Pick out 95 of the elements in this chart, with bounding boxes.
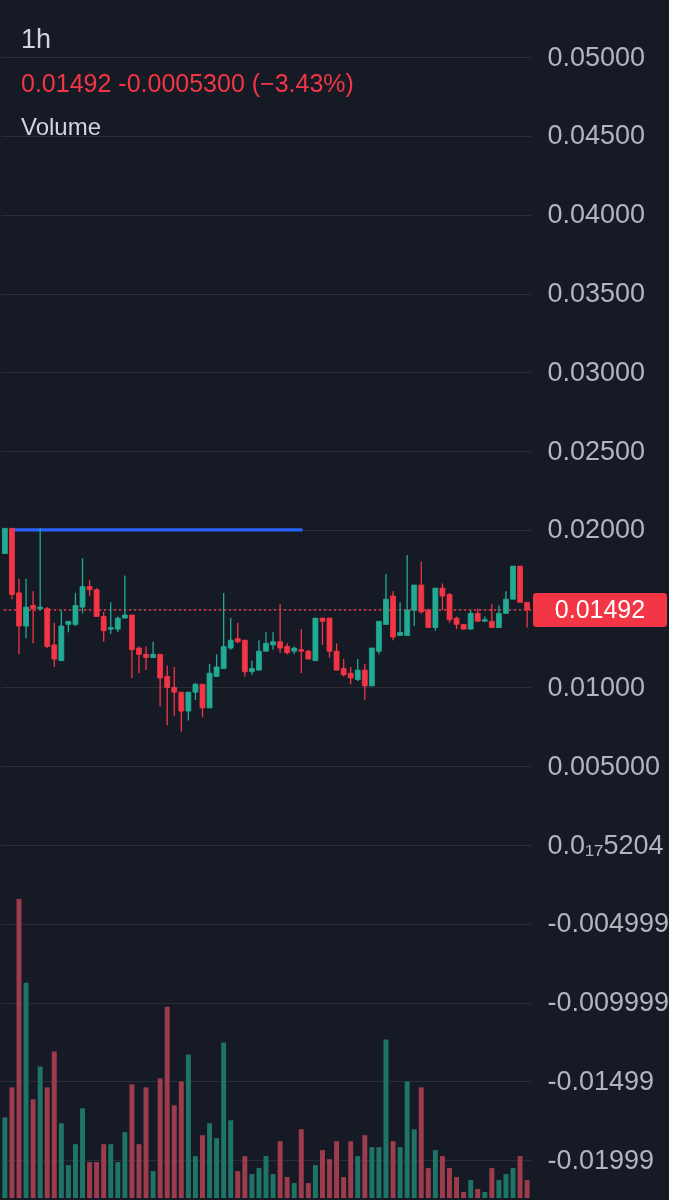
bar <box>432 1150 438 1198</box>
bar <box>115 1162 121 1198</box>
chart-title: Volume <box>21 113 102 140</box>
bar <box>136 1144 142 1198</box>
bar <box>305 1183 311 1198</box>
bar <box>517 1156 523 1198</box>
bar <box>150 1171 156 1198</box>
bar <box>298 1129 304 1198</box>
y-tick-label: 0.01000 <box>547 671 646 702</box>
bar <box>439 1156 445 1198</box>
bar <box>242 1156 248 1198</box>
bar <box>355 1156 361 1198</box>
bar <box>284 1177 290 1198</box>
y-tick-label: 0.0₁₇5204 <box>547 829 664 860</box>
bar <box>30 1099 36 1198</box>
candlestick <box>23 578 29 640</box>
bar <box>277 1141 283 1198</box>
bar <box>185 1054 191 1198</box>
bar <box>65 1165 71 1198</box>
bar <box>291 1183 297 1198</box>
bar <box>425 1168 431 1198</box>
y-tick-label: -0.004999 <box>547 908 670 939</box>
bar <box>334 1141 340 1198</box>
bar <box>171 1105 177 1198</box>
y-tick-label: -0.009999 <box>547 987 670 1018</box>
bar <box>122 1132 128 1198</box>
bar <box>362 1135 368 1198</box>
bar <box>454 1177 460 1198</box>
bar <box>23 982 29 1198</box>
bar <box>94 1162 100 1198</box>
y-tick-label: 0.05000 <box>547 41 646 72</box>
bar <box>178 1081 184 1198</box>
y-tick-label: 0.03500 <box>547 278 646 309</box>
bar <box>397 1147 403 1198</box>
bar <box>214 1138 220 1198</box>
y-tick-label: 0.02000 <box>547 514 646 545</box>
bar <box>221 1042 227 1198</box>
bar <box>256 1168 262 1198</box>
bar <box>496 1180 502 1198</box>
bar <box>376 1147 382 1198</box>
bar <box>369 1147 375 1198</box>
ref-line-label: 0.01492 <box>554 594 646 623</box>
candlestick <box>199 683 206 719</box>
bar <box>411 1129 417 1198</box>
bar <box>482 1192 488 1198</box>
bar <box>87 1162 93 1198</box>
bar <box>9 1087 15 1198</box>
bar <box>489 1168 495 1198</box>
bar <box>2 1117 8 1198</box>
bar <box>524 1180 530 1198</box>
bar <box>461 1192 467 1198</box>
bar <box>447 1168 452 1198</box>
bar <box>319 1150 325 1198</box>
y-tick-label: 0.005000 <box>547 750 661 781</box>
candlestick <box>354 658 361 682</box>
bar <box>164 1006 170 1198</box>
candlestick <box>150 641 156 659</box>
candlestick <box>37 527 44 611</box>
y-tick-label: -0.01999 <box>547 1144 655 1175</box>
bar <box>341 1177 347 1198</box>
y-tick-label: 0.02500 <box>547 435 646 466</box>
bar <box>192 1156 198 1198</box>
bar <box>475 1189 481 1198</box>
y-tick-label: 0.04000 <box>547 199 646 230</box>
text: 1h <box>21 24 52 54</box>
bar <box>80 1108 85 1198</box>
bar <box>418 1087 424 1198</box>
bar <box>404 1081 410 1198</box>
bar <box>200 1135 205 1198</box>
bar <box>503 1174 509 1198</box>
bar <box>270 1174 276 1198</box>
y-tick-label: 0.03000 <box>547 356 646 387</box>
bar <box>249 1174 255 1198</box>
bar <box>101 1144 107 1198</box>
text: 0.01492 -0.0005300 (−3.43%) <box>21 69 354 97</box>
bar <box>468 1180 474 1198</box>
y-tick-label: -0.01499 <box>547 1065 655 1096</box>
bar <box>348 1141 354 1198</box>
bar <box>58 1123 64 1198</box>
bar <box>108 1144 114 1198</box>
bar <box>312 1165 318 1198</box>
bar <box>72 1144 78 1198</box>
bar <box>157 1078 163 1198</box>
bar <box>235 1171 241 1198</box>
candlestick <box>467 609 474 630</box>
bar <box>44 1087 50 1198</box>
bar <box>207 1123 213 1198</box>
bar <box>390 1141 396 1198</box>
bar <box>129 1084 135 1198</box>
y-tick-label: 0.04500 <box>547 120 646 151</box>
bar <box>327 1159 332 1198</box>
bar <box>228 1120 234 1198</box>
bar <box>51 1051 57 1198</box>
candlestick <box>361 663 368 701</box>
bar <box>37 1066 43 1198</box>
